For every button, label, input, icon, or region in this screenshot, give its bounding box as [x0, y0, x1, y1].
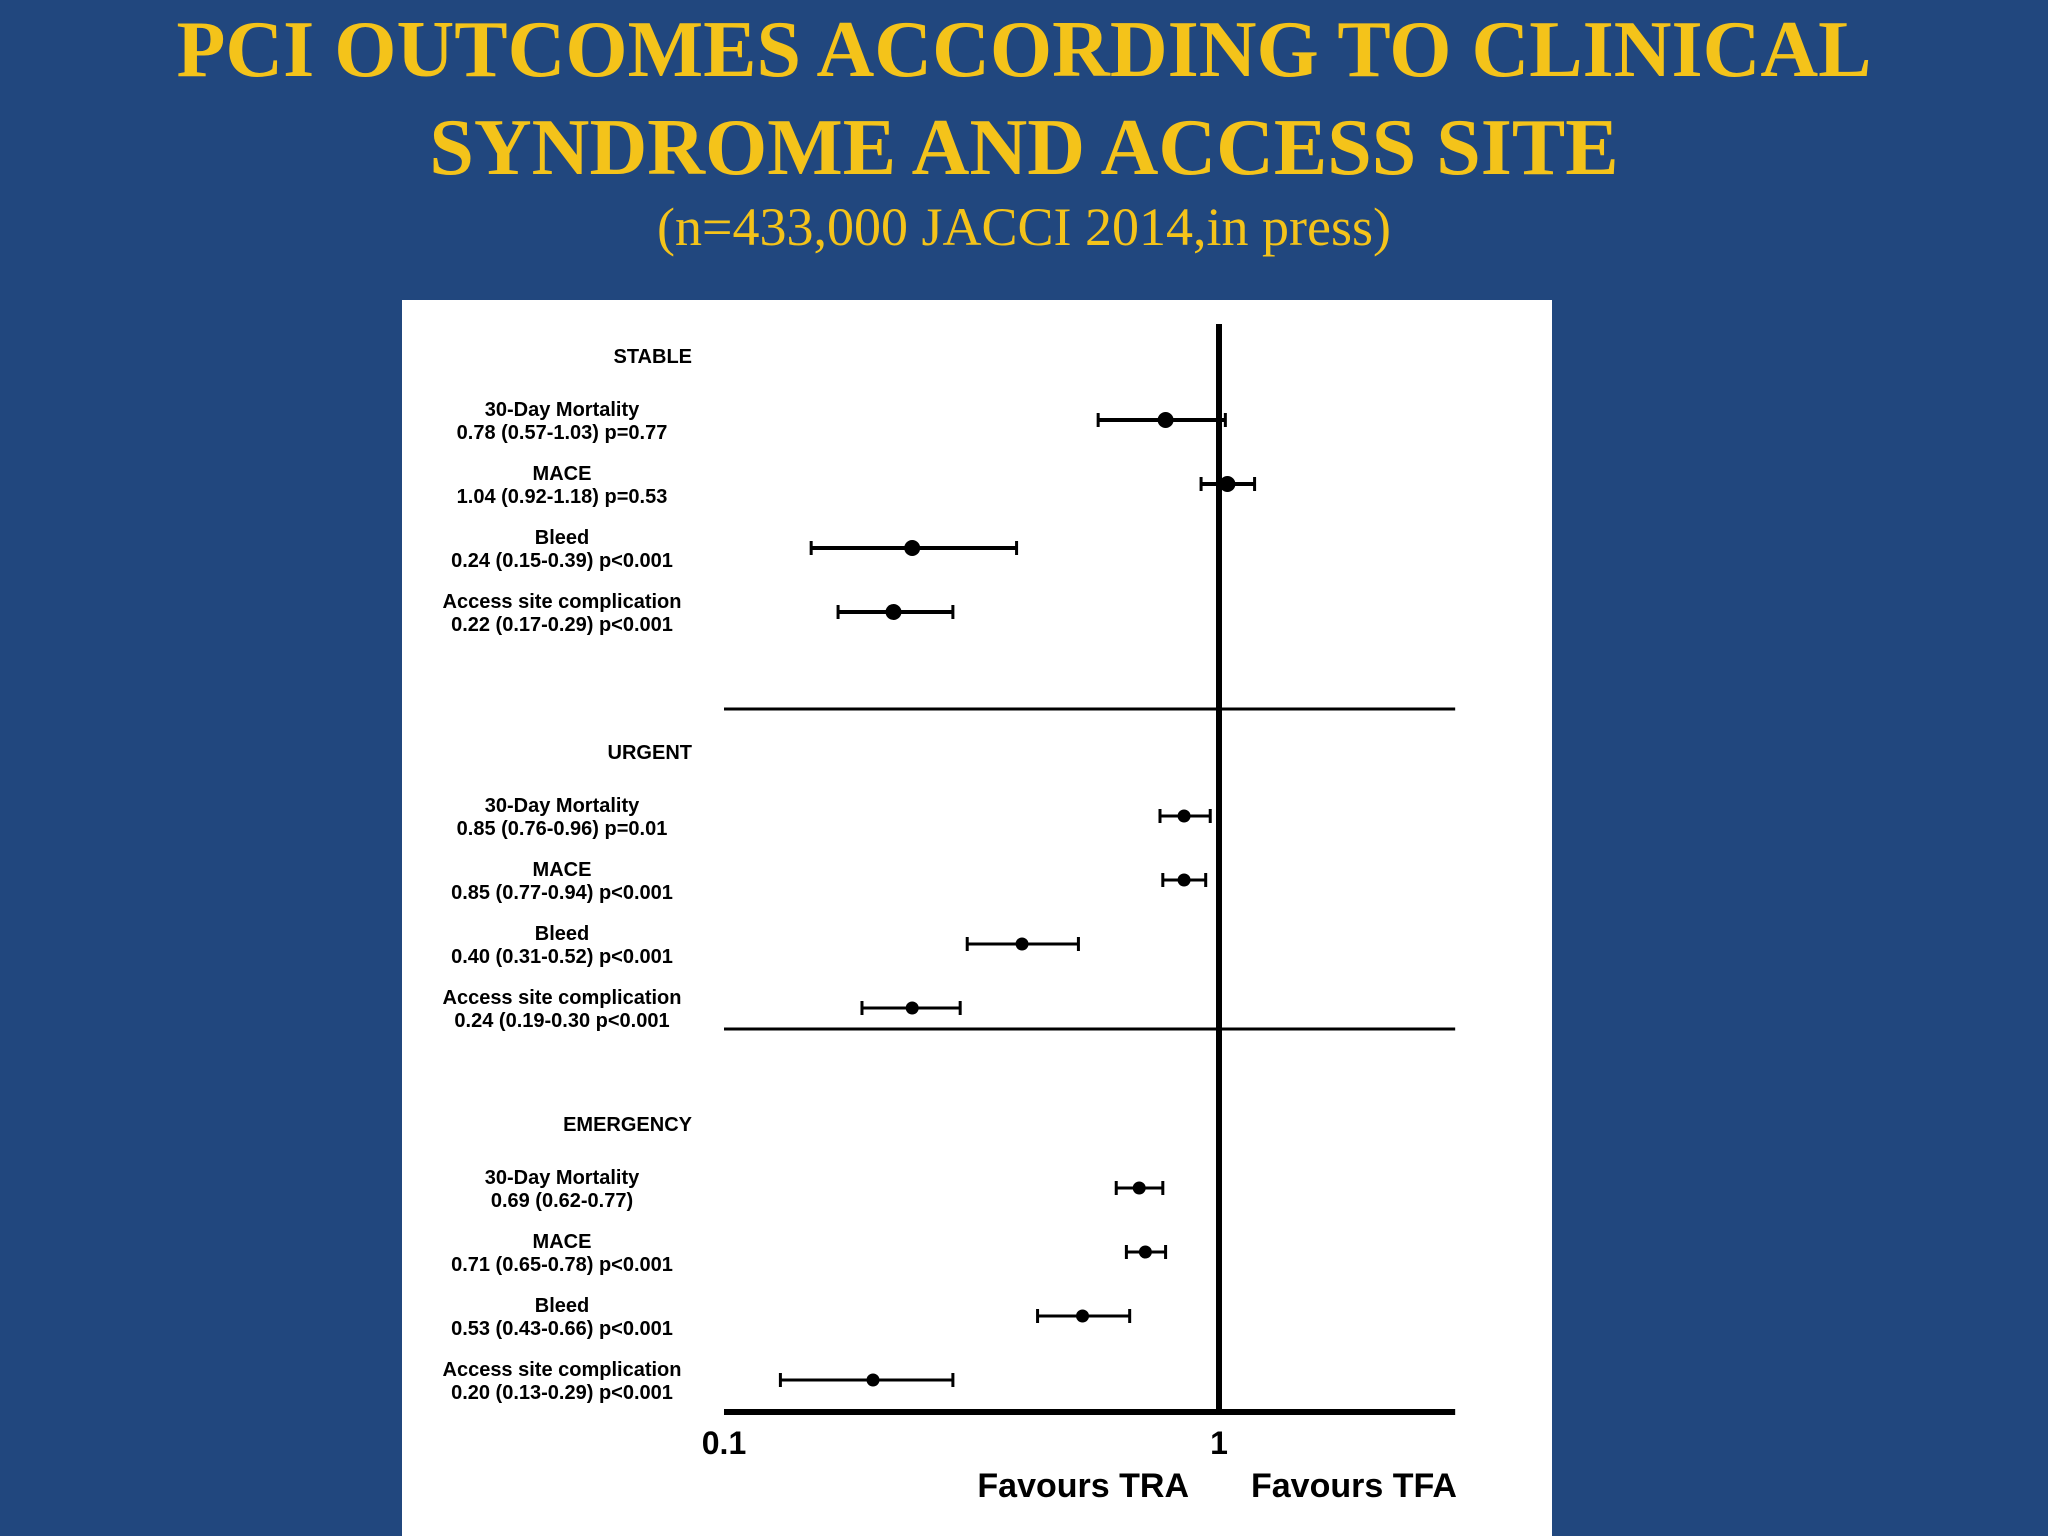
outcome-stats: 0.22 (0.17-0.29) p<0.001 — [451, 614, 673, 636]
point-estimate — [866, 1373, 880, 1387]
x-tick-label: 1 — [1210, 1425, 1228, 1461]
outcome-stats: 1.04 (0.92-1.18) p=0.53 — [457, 486, 668, 508]
favours-left-label: Favours TRA — [977, 1467, 1189, 1505]
point-estimate — [904, 540, 921, 556]
outcome-label: MACE — [533, 463, 592, 485]
point-estimate — [1177, 809, 1191, 823]
point-estimate — [1219, 476, 1236, 492]
outcome-label: Bleed — [535, 923, 589, 945]
outcome-stats: 0.24 (0.19-0.30 p<0.001 — [454, 1010, 669, 1032]
x-tick-label: 0.1 — [702, 1425, 746, 1461]
point-estimate — [1015, 937, 1029, 951]
outcome-stats: 0.69 (0.62-0.77) — [491, 1190, 633, 1212]
outcome-stats: 0.24 (0.15-0.39) p<0.001 — [451, 550, 673, 572]
outcome-stats: 0.71 (0.65-0.78) p<0.001 — [451, 1254, 673, 1276]
slide-title-line-1: PCI OUTCOMES ACCORDING TO CLINICAL — [176, 6, 1872, 94]
outcome-label: 30-Day Mortality — [485, 795, 640, 817]
outcome-stats: 0.20 (0.13-0.29) p<0.001 — [451, 1382, 673, 1404]
point-estimate — [1138, 1245, 1152, 1259]
outcome-label: 30-Day Mortality — [485, 399, 640, 421]
outcome-label: 30-Day Mortality — [485, 1167, 640, 1189]
forest-plot: 0.1 1 Favours TRA Favours TFA STABLE 30-Day M… — [443, 324, 1457, 1505]
point-estimate — [885, 604, 902, 620]
group-heading: STABLE — [613, 346, 692, 368]
outcome-stats: 0.85 (0.76-0.96) p=0.01 — [457, 818, 668, 840]
outcome-stats: 0.40 (0.31-0.52) p<0.001 — [451, 946, 673, 968]
outcome-stats: 0.78 (0.57-1.03) p=0.77 — [457, 422, 668, 444]
point-estimate — [905, 1001, 919, 1015]
outcome-label: Access site complication — [443, 1359, 682, 1381]
outcome-stats: 0.53 (0.43-0.66) p<0.001 — [451, 1318, 673, 1340]
outcome-label: MACE — [533, 1231, 592, 1253]
outcome-stats: 0.85 (0.77-0.94) p<0.001 — [451, 882, 673, 904]
outcome-label: Access site complication — [443, 591, 682, 613]
point-estimate — [1076, 1309, 1090, 1323]
outcome-label: MACE — [533, 859, 592, 881]
outcome-label: Access site complication — [443, 987, 682, 1009]
outcome-label: Bleed — [535, 1295, 589, 1317]
outcome-label: Bleed — [535, 527, 589, 549]
point-estimate — [1157, 412, 1174, 428]
slide-title-line-2: SYNDROME AND ACCESS SITE — [429, 104, 1619, 192]
favours-right-label: Favours TFA — [1251, 1467, 1457, 1505]
slide-subtitle: (n=433,000 JACCI 2014,in press) — [657, 197, 1391, 257]
point-estimate — [1177, 873, 1191, 887]
group-heading: URGENT — [608, 742, 692, 764]
group-heading: EMERGENCY — [563, 1114, 693, 1136]
forest-plot-panel: 0.1 1 Favours TRA Favours TFA STABLE 30-Day M… — [402, 300, 1552, 1536]
point-estimate — [1132, 1181, 1146, 1195]
